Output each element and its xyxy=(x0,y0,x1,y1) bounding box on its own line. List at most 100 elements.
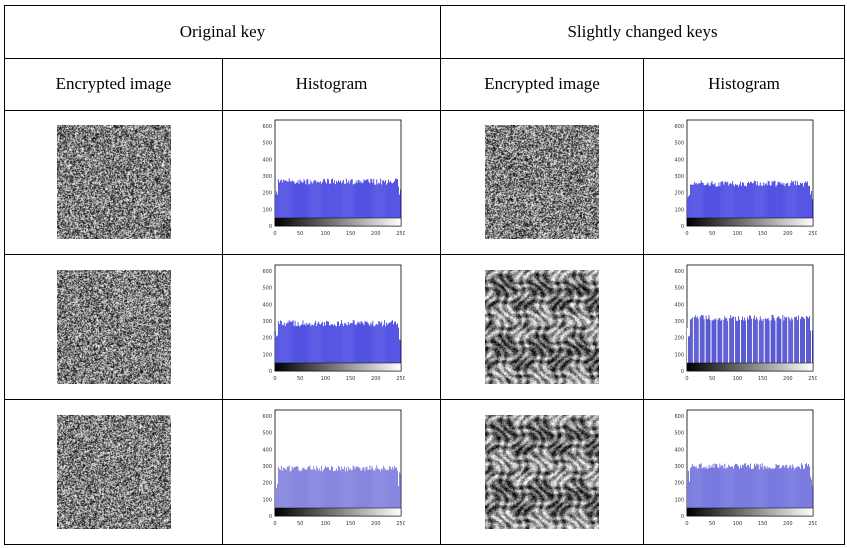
histogram-bar xyxy=(306,179,307,227)
histogram-bar xyxy=(334,184,336,227)
histogram-bar xyxy=(804,468,805,517)
histogram-bar xyxy=(719,186,721,227)
y-tick-label: 500 xyxy=(262,141,272,147)
histogram-bar xyxy=(712,184,714,227)
histogram-bar xyxy=(276,335,278,372)
y-tick-label: 600 xyxy=(262,269,272,275)
histogram-bar xyxy=(708,185,710,227)
histogram-bar xyxy=(726,183,728,227)
histogram-bar xyxy=(706,468,708,517)
histogram-bar xyxy=(358,467,359,517)
histogram-bar xyxy=(395,324,397,372)
histogram-bar xyxy=(788,186,790,227)
histogram-bar xyxy=(300,181,301,227)
histogram-bar xyxy=(329,183,331,227)
histogram-bar xyxy=(687,470,689,517)
histogram-bar xyxy=(296,326,297,372)
histogram-bar xyxy=(735,317,737,372)
histogram-bar xyxy=(687,336,689,372)
histogram-bar xyxy=(699,317,701,372)
histogram-bar xyxy=(716,315,718,372)
histogram-bar xyxy=(720,182,722,227)
histogram-bar xyxy=(783,183,785,227)
histogram-bar xyxy=(373,326,375,372)
x-tick-label: 100 xyxy=(320,231,330,237)
x-tick-label: 150 xyxy=(758,521,768,527)
histogram-bar xyxy=(807,317,808,372)
histogram-bar xyxy=(275,191,277,227)
histogram-bar xyxy=(736,185,738,227)
histogram-bar xyxy=(709,320,711,372)
histogram-bar xyxy=(792,464,794,517)
histogram-bar xyxy=(376,325,378,372)
histogram-bar xyxy=(293,326,294,372)
histogram-bar xyxy=(754,320,756,372)
histogram-bar xyxy=(763,465,765,517)
histogram-bar xyxy=(274,478,276,517)
histogram-bar xyxy=(293,467,294,517)
histogram-bar xyxy=(703,185,705,227)
histogram-bar xyxy=(305,184,306,227)
histogram-bar xyxy=(296,183,297,227)
histogram-bar xyxy=(726,318,728,372)
histogram-bar xyxy=(330,179,332,227)
histogram-bar xyxy=(749,467,750,517)
histogram-bar xyxy=(717,320,719,372)
histogram-bar xyxy=(743,320,744,372)
histogram-bar xyxy=(781,317,783,372)
histogram-bar xyxy=(734,186,736,227)
histogram-bar xyxy=(812,486,813,517)
histogram-bar xyxy=(750,182,752,227)
histogram-bar xyxy=(368,324,369,372)
histogram-bar xyxy=(375,465,377,517)
histogram-bar xyxy=(321,471,323,517)
histogram-chart: 600 500 400 300 200 100 00 50 100 150 200 250 xyxy=(674,120,817,237)
histogram-bar xyxy=(691,317,693,372)
histogram-bar xyxy=(391,466,393,517)
histogram-bar xyxy=(749,183,750,227)
histogram-bar xyxy=(317,321,319,372)
histogram-bar xyxy=(769,467,771,517)
histogram-bar xyxy=(399,190,401,227)
histogram-bar xyxy=(700,315,702,372)
histogram-bar xyxy=(739,468,740,517)
histogram-bar xyxy=(277,466,279,517)
histogram-bar xyxy=(350,470,352,517)
histogram-bar xyxy=(317,470,319,517)
histogram-bar xyxy=(307,184,309,227)
histogram-bar xyxy=(720,320,722,372)
histogram-bar xyxy=(306,324,308,372)
y-tick-label: 300 xyxy=(674,319,684,325)
histogram-bar xyxy=(796,316,798,372)
histogram-bar xyxy=(330,324,332,372)
histogram-bar xyxy=(772,467,774,517)
histogram-bar xyxy=(764,318,766,372)
histogram-bar xyxy=(715,186,717,227)
encrypted-image xyxy=(485,415,600,530)
col-header-encrypted-image: Encrypted image xyxy=(440,58,645,111)
histogram-bar xyxy=(337,180,339,227)
histogram-bar xyxy=(746,466,747,517)
histogram-bar xyxy=(718,468,720,517)
histogram-bar xyxy=(310,470,312,517)
histogram-bar xyxy=(369,179,371,227)
histogram-bar xyxy=(318,182,320,227)
histogram-bar xyxy=(744,318,745,372)
histogram-bar xyxy=(385,322,387,372)
histogram-bar xyxy=(390,321,392,372)
histogram-bar xyxy=(360,321,361,372)
histogram-bar xyxy=(323,322,325,372)
histogram-bar xyxy=(703,467,705,517)
histogram-bar xyxy=(692,466,694,517)
histogram-bar xyxy=(793,317,795,372)
histogram-bar xyxy=(773,318,775,372)
histogram-bar xyxy=(781,466,783,517)
histogram-bar xyxy=(355,325,357,372)
y-tick-label: 300 xyxy=(262,174,272,180)
histogram-bar xyxy=(291,321,293,372)
histogram-bar xyxy=(704,316,706,372)
histogram-bar xyxy=(366,466,367,517)
histogram-bar xyxy=(805,316,806,372)
histogram-bar xyxy=(308,184,310,227)
y-tick-label: 200 xyxy=(262,191,272,197)
